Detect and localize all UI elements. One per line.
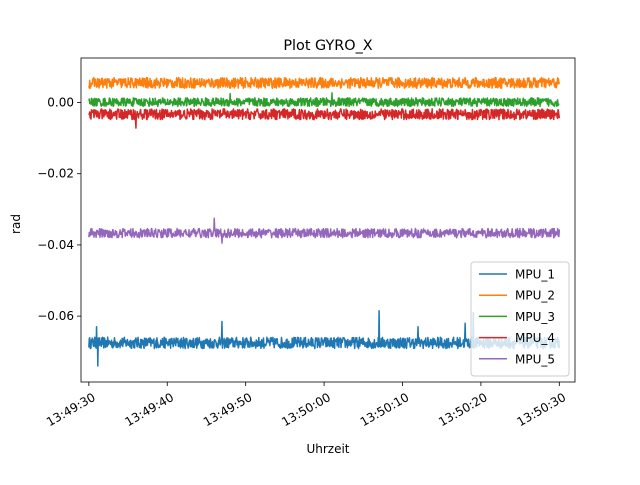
y-axis-ticks: 0.00 −0.02 −0.04 −0.06 xyxy=(37,96,81,323)
chart-title: Plot GYRO_X xyxy=(283,38,372,54)
series-line-mpu_5 xyxy=(88,217,561,244)
y-tick-label: −0.04 xyxy=(37,238,74,252)
legend-box xyxy=(470,261,570,377)
legend: MPU_1 MPU_2 MPU_3 MPU_4 MPU_5 xyxy=(470,261,570,377)
y-axis-label: rad xyxy=(9,214,23,234)
series-line-mpu_4 xyxy=(88,108,561,129)
legend-label-mpu_5: MPU_5 xyxy=(515,352,555,366)
y-tick-label: −0.06 xyxy=(37,309,74,323)
y-tick-label: −0.02 xyxy=(37,167,74,181)
y-tick-label: 0.00 xyxy=(47,96,74,110)
legend-label-mpu_3: MPU_3 xyxy=(515,310,555,324)
legend-label-mpu_1: MPU_1 xyxy=(515,268,555,282)
series-line-mpu_2 xyxy=(88,76,561,90)
x-axis-label: Uhrzeit xyxy=(306,442,349,456)
series-line-mpu_3 xyxy=(88,92,560,108)
plot-area-border xyxy=(80,57,576,383)
axes-frame xyxy=(80,57,576,383)
legend-label-mpu_2: MPU_2 xyxy=(515,289,555,303)
legend-label-mpu_4: MPU_4 xyxy=(515,331,555,345)
